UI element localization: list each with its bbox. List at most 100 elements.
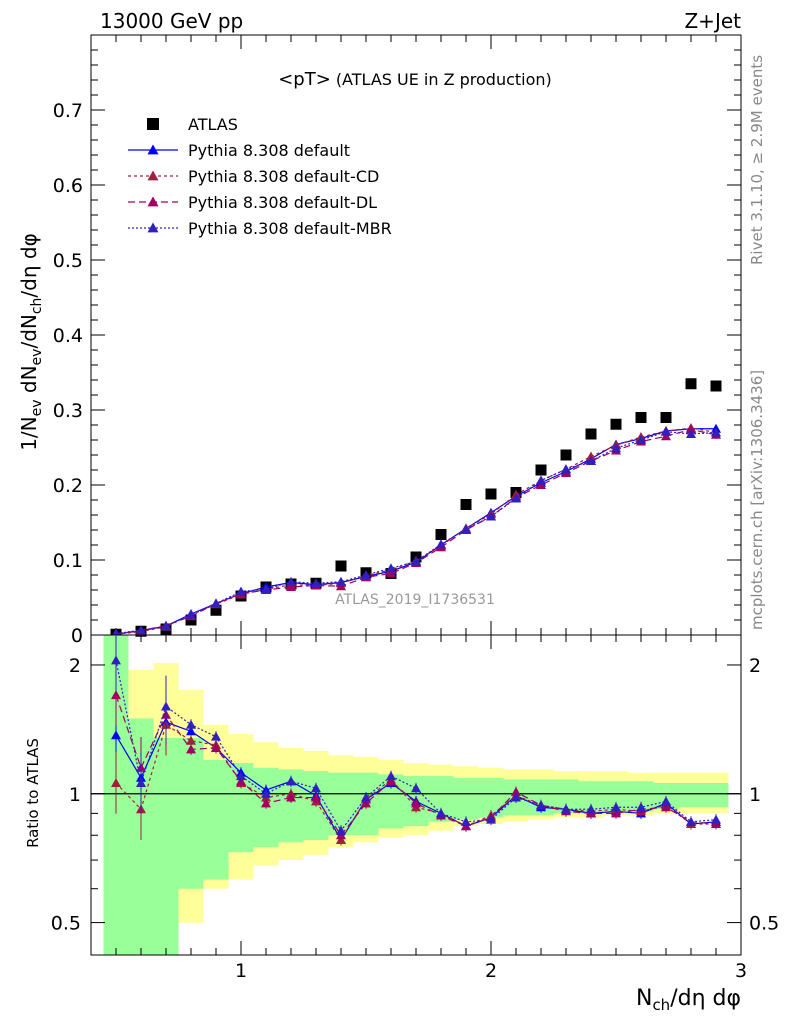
x-axis-label-main: N — [636, 986, 652, 1011]
mc-data-point — [511, 493, 521, 503]
ratio-data-point — [211, 742, 221, 752]
y-axis-label-part: /dN — [17, 314, 41, 348]
legend-marker — [147, 118, 159, 130]
ratio-y-tick-label-right: 0.5 — [749, 913, 779, 935]
x-tick-label: 2 — [485, 960, 497, 982]
main-title-sub: (ATLAS UE in Z production) — [336, 70, 552, 89]
mc-data-point — [536, 475, 546, 485]
mc-data-point — [686, 429, 696, 438]
ratio-data-point — [311, 792, 321, 802]
ratio-data-point — [186, 719, 196, 729]
ratio-data-point — [186, 726, 196, 736]
watermark: ATLAS_2019_I1736531 — [335, 592, 495, 608]
ratio-plot-marks — [111, 629, 721, 846]
atlas-data-point — [535, 464, 547, 476]
ratio-data-point — [411, 798, 421, 808]
mc-data-point — [136, 625, 146, 635]
x-axis-label-sub: ch — [652, 996, 670, 1014]
ratio-y-tick-label: 0.5 — [51, 913, 81, 935]
ratio-data-point — [486, 814, 496, 824]
ratio-y-axis-label: Ratio to ATLAS — [24, 738, 42, 848]
ratio-data-point — [636, 802, 646, 812]
legend: ATLAS Pythia 8.308 default Pythia 8.308 de… — [128, 115, 392, 238]
ratio-data-point — [661, 796, 671, 806]
legend-marker — [147, 170, 159, 181]
legend-label: Pythia 8.308 default-DL — [188, 193, 377, 212]
y-axis-label-part: /dη dφ — [17, 233, 41, 297]
y-axis-label-part: dN — [17, 365, 41, 399]
ratio-inner-band — [178, 738, 204, 889]
ratio-data-point — [161, 701, 171, 711]
mc-data-point — [236, 586, 246, 596]
mc-data-point — [386, 568, 396, 578]
ratio-data-point — [561, 804, 571, 814]
ratio-plot-axes: 0.5 0.5 1 1 2 2 1 2 3 — [51, 634, 779, 982]
ratio-data-point — [186, 735, 196, 745]
ratio-inner-band — [453, 777, 479, 820]
header-energy: 13000 GeV pp — [100, 9, 243, 33]
legend-marker — [147, 222, 159, 233]
legend-marker — [147, 196, 159, 207]
header-process: Z+Jet — [684, 9, 741, 33]
main-title: <pT> (ATLAS UE in Z production) — [278, 69, 552, 90]
x-tick-label: 3 — [735, 960, 747, 982]
atlas-data-point — [435, 529, 447, 540]
ratio-data-point — [236, 771, 246, 781]
legend-marker — [147, 144, 159, 155]
atlas-data-point — [660, 412, 672, 423]
ratio-y-tick-label-right: 2 — [749, 655, 761, 677]
y-axis-label-part: ch — [29, 298, 45, 315]
main-title-main: <pT> — [278, 69, 331, 90]
ratio-data-point — [111, 690, 121, 700]
main-plot-marks — [110, 378, 722, 640]
mc-data-point — [436, 539, 446, 549]
side-rivet-label: Rivet 3.1.10, ≥ 2.9M events — [748, 55, 766, 265]
ratio-data-point — [111, 730, 121, 740]
ratio-data-point — [411, 783, 421, 793]
mc-data-point — [611, 443, 621, 453]
ratio-data-point — [361, 792, 371, 802]
legend-label: Pythia 8.308 default-MBR — [188, 219, 392, 238]
main-y-axis-label: 1/Nev dNev/dNch/dη dφ — [17, 233, 45, 451]
mc-data-point — [336, 576, 346, 586]
atlas-data-point — [685, 378, 697, 390]
y-axis-label-part: ev — [29, 399, 45, 416]
ratio-y-tick-label-right: 1 — [749, 784, 761, 806]
ratio-data-point — [136, 777, 146, 787]
ratio-data-point — [511, 786, 521, 796]
ratio-data-point — [311, 783, 321, 793]
y-axis-label-part: 1/N — [17, 416, 41, 450]
x-axis-label: Nch/dη dφ — [636, 986, 741, 1014]
y-tick-label: 0 — [71, 625, 83, 647]
mc-data-point — [661, 426, 671, 436]
y-tick-label: 0.5 — [53, 250, 83, 272]
y-tick-label: 0.4 — [53, 325, 83, 347]
ratio-plot-bands — [103, 635, 729, 955]
ratio-data-point — [211, 731, 221, 741]
ratio-data-point — [386, 771, 396, 781]
ratio-data-point — [436, 808, 446, 818]
atlas-data-point — [485, 488, 497, 500]
ratio-data-point — [286, 776, 296, 786]
y-tick-label: 0.1 — [53, 550, 83, 572]
ratio-data-point — [536, 800, 546, 810]
ratio-inner-band — [678, 782, 704, 808]
atlas-data-point — [710, 380, 722, 392]
mc-data-point — [411, 556, 421, 566]
ratio-data-point — [686, 816, 696, 826]
ratio-data-point — [111, 655, 121, 665]
ratio-inner-band — [153, 738, 179, 955]
x-axis-label-rest: /dη dφ — [670, 986, 741, 1011]
ratio-inner-band — [203, 759, 229, 880]
side-mcplots-label: mcplots.cern.ch [arXiv:1306.3436] — [748, 370, 766, 630]
ratio-y-tick-label: 2 — [69, 655, 81, 677]
mc-data-point — [461, 524, 471, 534]
mc-data-point — [636, 435, 646, 444]
ratio-data-point — [511, 792, 521, 802]
y-tick-label: 0.6 — [53, 175, 83, 197]
mc-data-point — [711, 427, 721, 437]
y-tick-label: 0.3 — [53, 400, 83, 422]
mc-data-point — [361, 570, 371, 579]
ratio-data-point — [611, 808, 621, 818]
